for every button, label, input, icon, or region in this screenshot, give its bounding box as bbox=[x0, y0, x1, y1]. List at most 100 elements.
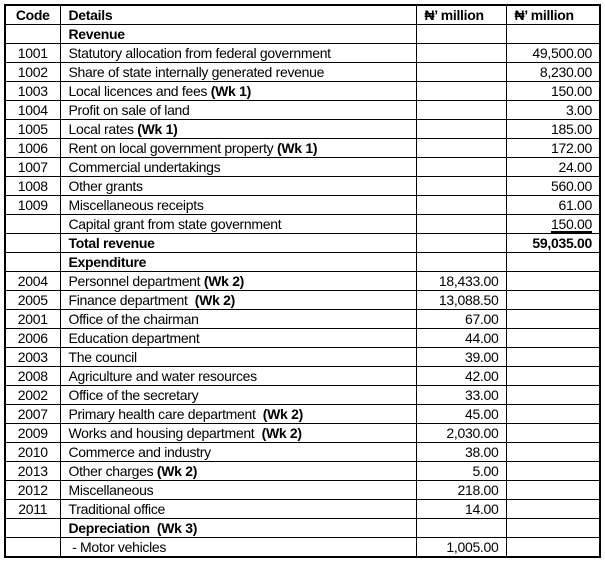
code-cell: 2010 bbox=[4, 442, 61, 462]
details-cell: Finance department (Wk 2) bbox=[59, 290, 417, 310]
details-cell: Office of the chairman bbox=[59, 309, 417, 329]
details-cell: Rent on local government property (Wk 1) bbox=[59, 138, 417, 158]
table-row: 1007 Commercial undertakings 24.00 bbox=[4, 157, 601, 177]
amount-cell-revenue: 61.00 bbox=[505, 195, 601, 215]
details-text: Education department bbox=[68, 330, 200, 346]
code-cell: 1009 bbox=[4, 195, 61, 215]
amount-cell-revenue: 3.00 bbox=[505, 100, 601, 120]
table-row: Revenue bbox=[4, 24, 601, 44]
amount-cell-expenditure bbox=[415, 214, 507, 234]
amount-cell-revenue bbox=[505, 499, 601, 519]
details-cell: - Motor vehicles bbox=[59, 537, 417, 558]
details-cell: Statutory allocation from federal govern… bbox=[59, 43, 417, 63]
amount-cell-revenue: 150.00 bbox=[505, 81, 601, 101]
details-cell: Commerce and industry bbox=[59, 442, 417, 462]
details-working-note: (Wk 1) bbox=[276, 140, 318, 156]
details-text: Total revenue bbox=[68, 235, 155, 251]
code-cell: 1005 bbox=[4, 119, 61, 139]
amount-cell-expenditure: 14.00 bbox=[415, 499, 507, 519]
amount-cell-expenditure bbox=[415, 62, 507, 82]
details-text: Profit on sale of land bbox=[68, 102, 190, 118]
code-cell: 2004 bbox=[4, 271, 61, 291]
amount-cell-expenditure bbox=[415, 24, 507, 44]
code-cell: 2002 bbox=[4, 385, 61, 405]
details-working-note: (Wk 1) bbox=[137, 121, 178, 137]
details-text: Office of the chairman bbox=[68, 311, 199, 327]
details-text: Expenditure bbox=[68, 254, 147, 270]
details-text: Miscellaneous bbox=[68, 482, 154, 498]
details-working-note: (Wk 2) bbox=[261, 425, 303, 441]
table-row: 2007 Primary health care department (Wk 2… bbox=[4, 404, 601, 424]
amount-cell-revenue bbox=[505, 24, 601, 44]
code-cell: 1006 bbox=[4, 138, 61, 158]
code-cell: 1008 bbox=[4, 176, 61, 196]
details-cell: Agriculture and water resources bbox=[59, 366, 417, 386]
details-text: Traditional office bbox=[68, 501, 166, 517]
amount-cell-expenditure: 5.00 bbox=[415, 461, 507, 481]
details-text: Other grants bbox=[68, 178, 144, 194]
details-cell: Expenditure bbox=[59, 252, 417, 272]
amount-cell-expenditure: 33.00 bbox=[415, 385, 507, 405]
table-row: Expenditure bbox=[4, 252, 601, 272]
code-cell: 2011 bbox=[4, 499, 61, 519]
code-cell bbox=[4, 537, 61, 558]
code-cell: 2012 bbox=[4, 480, 61, 500]
code-cell: 2008 bbox=[4, 366, 61, 386]
details-text: Depreciation (Wk 3) bbox=[68, 520, 198, 536]
details-working-note: (Wk 2) bbox=[203, 273, 245, 289]
details-text: Statutory allocation from federal govern… bbox=[68, 45, 332, 61]
amount-cell-revenue: 59,035.00 bbox=[505, 233, 601, 253]
table-row: 2009 Works and housing department (Wk 2) 2… bbox=[4, 423, 601, 443]
amount-cell-expenditure: 44.00 bbox=[415, 328, 507, 348]
amount-cell-revenue bbox=[505, 461, 601, 481]
details-text: Commerce and industry bbox=[68, 444, 212, 460]
code-cell: 2009 bbox=[4, 423, 61, 443]
table-row: 1001 Statutory allocation from federal go… bbox=[4, 43, 601, 63]
column-header-naira-million-revenue: ₦’ million bbox=[505, 4, 601, 25]
amount-cell-expenditure bbox=[415, 233, 507, 253]
details-cell: Total revenue bbox=[59, 233, 417, 253]
table-row: - Motor vehicles 1,005.00 bbox=[4, 537, 601, 558]
amount-cell-expenditure: 39.00 bbox=[415, 347, 507, 367]
table-row: 2006 Education department 44.00 bbox=[4, 328, 601, 348]
details-cell: Personnel department (Wk 2) bbox=[59, 271, 417, 291]
amount-cell-revenue: 560.00 bbox=[505, 176, 601, 196]
details-working-note: (Wk 2) bbox=[194, 292, 236, 308]
details-text: Primary health care department bbox=[68, 406, 263, 422]
amount-cell-expenditure bbox=[415, 195, 507, 215]
amount-cell-expenditure: 38.00 bbox=[415, 442, 507, 462]
table-row: 2013 Other charges (Wk 2) 5.00 bbox=[4, 461, 601, 481]
table-row: 2012 Miscellaneous 218.00 bbox=[4, 480, 601, 500]
table-row: 2010 Commerce and industry 38.00 bbox=[4, 442, 601, 462]
code-cell bbox=[4, 233, 61, 253]
details-cell: Primary health care department (Wk 2) bbox=[59, 404, 417, 424]
table-row: Total revenue 59,035.00 bbox=[4, 233, 601, 253]
table-body: Revenue 1001 Statutory allocation from fed… bbox=[4, 24, 601, 558]
amount-cell-revenue bbox=[505, 290, 601, 310]
details-text: Capital grant from state government bbox=[68, 216, 282, 232]
table-row: 1006 Rent on local government property (W… bbox=[4, 138, 601, 158]
amount-cell-revenue: 185.00 bbox=[505, 119, 601, 139]
details-text: Rent on local government property bbox=[68, 140, 277, 156]
details-text: Finance department bbox=[68, 292, 195, 308]
amount-cell-expenditure: 2,030.00 bbox=[415, 423, 507, 443]
table-row: 2001 Office of the chairman 67.00 bbox=[4, 309, 601, 329]
details-working-note: (Wk 2) bbox=[156, 463, 198, 479]
table-row: 2008 Agriculture and water resources 42.00 bbox=[4, 366, 601, 386]
amount-cell-revenue bbox=[505, 480, 601, 500]
amount-cell-revenue bbox=[505, 347, 601, 367]
details-cell: Share of state internally generated reve… bbox=[59, 62, 417, 82]
details-cell: Other charges (Wk 2) bbox=[59, 461, 417, 481]
details-cell: Revenue bbox=[59, 24, 417, 44]
details-cell: Depreciation (Wk 3) bbox=[59, 518, 417, 538]
details-cell: Works and housing department (Wk 2) bbox=[59, 423, 417, 443]
details-text: Local rates bbox=[68, 121, 138, 137]
amount-cell-expenditure: 13,088.50 bbox=[415, 290, 507, 310]
code-cell: 2001 bbox=[4, 309, 61, 329]
amount-cell-revenue bbox=[505, 309, 601, 329]
amount-cell-revenue: 49,500.00 bbox=[505, 43, 601, 63]
details-cell: The council bbox=[59, 347, 417, 367]
details-cell: Capital grant from state government bbox=[59, 214, 417, 234]
details-text: Other charges bbox=[68, 463, 157, 479]
